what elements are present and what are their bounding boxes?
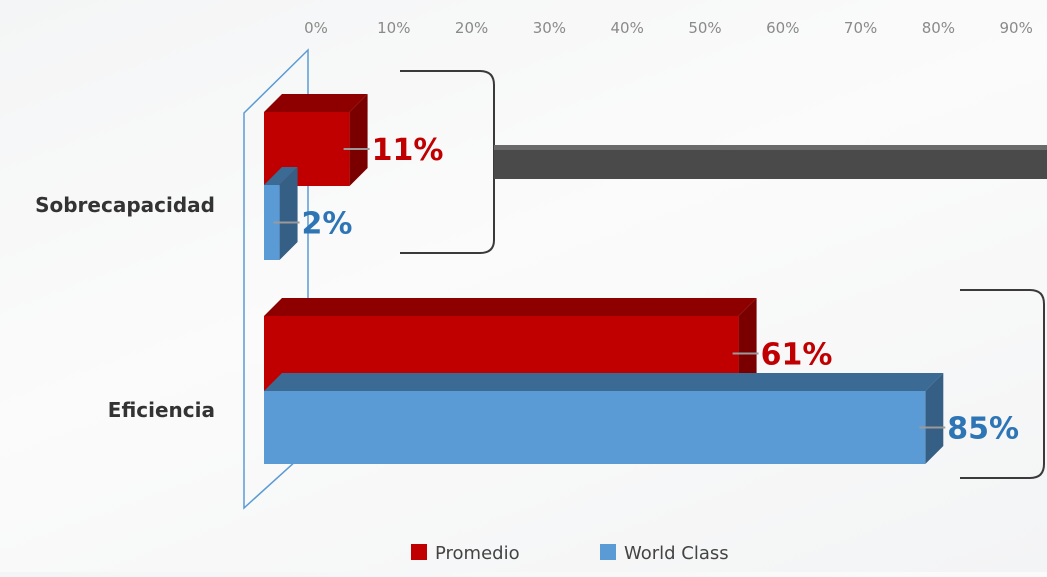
connector-band <box>494 145 1047 179</box>
legend-swatch-world-class <box>600 544 616 560</box>
data-label: 85% <box>947 412 1019 447</box>
bar-side-world-class <box>925 373 944 464</box>
category-label: Eficiencia <box>108 398 215 422</box>
bar-side-world-class <box>279 167 298 260</box>
bar-side-promedio <box>738 298 757 391</box>
bar-world-class <box>264 185 280 260</box>
data-label: 11% <box>372 133 444 168</box>
x-tick-label: 60% <box>766 19 799 37</box>
bar-top-world-class <box>264 373 944 391</box>
data-label: 2% <box>302 207 353 242</box>
legend-label-world-class: World Class <box>624 543 729 564</box>
x-tick-label: 10% <box>377 19 410 37</box>
x-tick-label: 90% <box>1000 19 1033 37</box>
bar-world-class <box>264 391 926 464</box>
x-tick-label: 70% <box>844 19 877 37</box>
bar-side-promedio <box>349 94 368 186</box>
category-label: Sobrecapacidad <box>35 193 215 217</box>
x-tick-label: 50% <box>688 19 721 37</box>
data-label: 61% <box>761 338 833 373</box>
legend-swatch-promedio <box>411 544 427 560</box>
x-tick-label: 80% <box>922 19 955 37</box>
x-tick-label: 40% <box>611 19 644 37</box>
bar-top-world-class <box>264 167 298 185</box>
bar-top-promedio <box>264 94 368 112</box>
x-tick-label: 0% <box>304 19 328 37</box>
bar-top-promedio <box>264 298 757 316</box>
x-tick-label: 30% <box>533 19 566 37</box>
bracket-lower <box>960 289 1045 479</box>
legend-label-promedio: Promedio <box>435 543 520 564</box>
connector-band-highlight <box>494 145 1047 150</box>
x-tick-label: 20% <box>455 19 488 37</box>
